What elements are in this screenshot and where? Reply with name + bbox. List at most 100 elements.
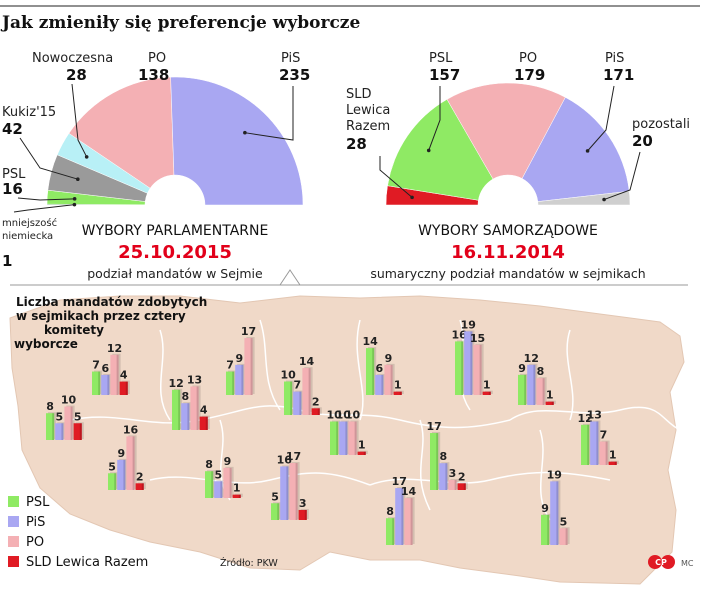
slice-value: 171 (603, 66, 634, 84)
slice-value: 28 (66, 66, 87, 84)
bar-value: 9 (518, 362, 526, 375)
slice-pis (170, 76, 304, 206)
bar-sld (73, 423, 82, 440)
bar-po (289, 463, 298, 520)
leader-line (587, 85, 615, 152)
bar-side (196, 386, 199, 430)
bar-side (232, 371, 235, 395)
bar-pis (101, 374, 110, 395)
bar-side (479, 344, 482, 395)
bar-po (599, 441, 608, 465)
bars-title-line: Liczba mandatów zdobytych (16, 295, 207, 309)
region-border (419, 419, 431, 511)
bar-value: 4 (120, 369, 128, 382)
slice-label: PSL (2, 167, 26, 182)
bar-sld (311, 408, 320, 415)
bar-psl (226, 371, 235, 395)
bar-side (436, 433, 439, 490)
slice-label-line: SLD (346, 87, 372, 102)
bar-side (454, 479, 457, 490)
bar-value: 8 (537, 365, 545, 378)
bar-side (445, 463, 448, 490)
bar-value: 6 (101, 362, 109, 375)
bar-side (290, 381, 293, 415)
slice-value: 179 (514, 66, 545, 84)
bar-pis (550, 481, 559, 545)
bar-side (304, 509, 307, 520)
bar-side (238, 494, 241, 498)
bar-psl (386, 518, 395, 545)
bar-value: 9 (224, 455, 232, 468)
bar-value: 9 (235, 352, 243, 365)
bar-value: 19 (461, 318, 476, 331)
bar-value: 15 (470, 332, 485, 345)
bar-side (551, 401, 554, 405)
election-date: 16.11.2014 (451, 242, 565, 263)
bar-pis (280, 466, 289, 520)
leader-dot (72, 197, 77, 201)
bar-side (410, 498, 413, 545)
bar-pis (395, 488, 404, 545)
bar-side (98, 371, 101, 395)
bar-value: 10 (61, 394, 77, 407)
slice-label-line: niemiecka (2, 231, 53, 242)
bar-side (178, 389, 181, 430)
bar-value: 10 (326, 409, 342, 422)
slice-po (68, 76, 175, 189)
bar-side (614, 461, 617, 465)
bar-value: 1 (609, 449, 617, 462)
bar-value: 16 (123, 423, 139, 436)
region-border (539, 429, 551, 521)
bar-side (220, 481, 223, 498)
slice-label-line: mniejszość (2, 217, 57, 229)
bar-sld (457, 483, 466, 490)
bar-side (277, 503, 280, 520)
bar-value: 17 (392, 475, 407, 488)
bar-psl (46, 413, 55, 440)
logo-text: CP (655, 558, 667, 567)
slice-label: Kukiz'15 (2, 105, 56, 120)
bar-pis (375, 374, 384, 395)
bar-side (372, 348, 375, 395)
bar-pis (464, 331, 473, 395)
slice-value: 138 (138, 66, 169, 84)
leader-dot (602, 197, 606, 202)
bar-side (463, 483, 466, 490)
region-border (369, 471, 611, 486)
bar-value: 9 (117, 447, 125, 460)
leader-line (71, 83, 88, 158)
leader-dot (84, 155, 89, 159)
bar-po (384, 364, 393, 395)
bar-value: 10 (345, 409, 361, 422)
leader-dot (72, 202, 77, 207)
bar-psl (284, 381, 293, 415)
bar-side (141, 483, 144, 490)
bars-title-line: wyborcze (14, 337, 78, 351)
bar-side (565, 528, 568, 545)
bar-value: 8 (46, 400, 54, 413)
bar-side (345, 421, 348, 455)
bar-side (524, 374, 527, 405)
bar-po (244, 338, 253, 395)
slice-label: PiS (281, 51, 300, 66)
bar-side (401, 488, 404, 545)
bar-value: 1 (233, 482, 241, 495)
bar-sld (545, 401, 554, 405)
bar-side (286, 466, 289, 520)
bar-sld (298, 509, 307, 520)
bar-value: 8 (205, 458, 213, 471)
bar-value: 12 (168, 377, 183, 390)
callout-notch (279, 269, 301, 286)
bar-value: 19 (547, 468, 562, 481)
bar-po (536, 378, 545, 405)
slice-label: Nowoczesna (32, 51, 113, 66)
bar-pis (117, 459, 126, 490)
bar-value: 1 (546, 389, 554, 402)
bar-value: 12 (107, 342, 122, 355)
bar-value: 13 (587, 408, 602, 421)
leader-line (19, 137, 78, 180)
